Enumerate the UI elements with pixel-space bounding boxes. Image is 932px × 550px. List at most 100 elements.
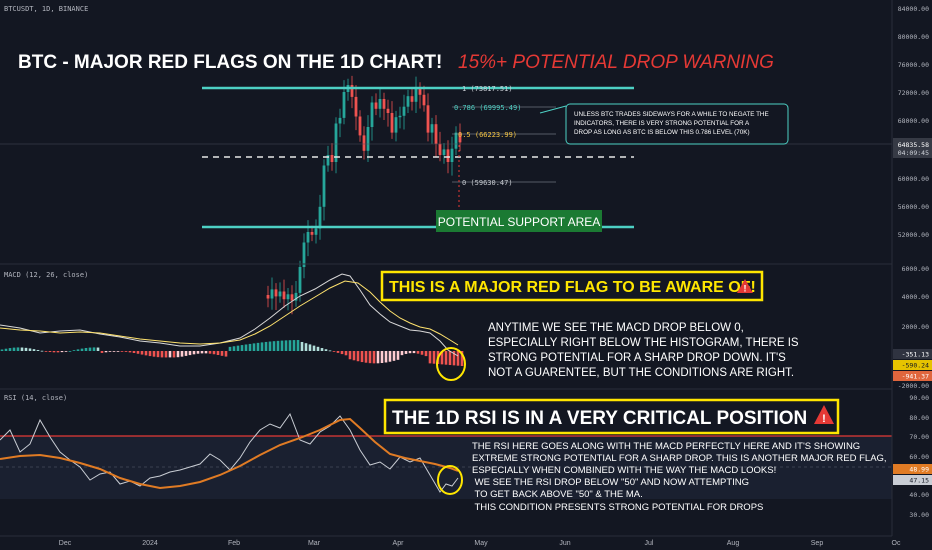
macd-histogram-bar xyxy=(420,351,424,355)
macd-histogram-bar xyxy=(36,349,40,351)
macd-histogram-bar xyxy=(128,351,132,353)
macd-histogram-bar xyxy=(376,351,380,364)
macd-histogram-bar xyxy=(340,351,344,355)
price-scale: 84000.00 80000.00 76000.00 72000.00 68000.00… xyxy=(891,0,932,550)
price-candle-body xyxy=(442,149,446,155)
time-axis-label: Apr xyxy=(393,540,405,547)
price-candle-body xyxy=(298,267,302,293)
current-price-value: 64835.58 xyxy=(898,141,929,149)
macd-histogram-bar xyxy=(136,351,140,354)
macd-histogram-bar xyxy=(332,351,336,352)
macd-histogram-bar xyxy=(256,342,260,351)
macd-banner-box xyxy=(380,270,764,302)
macd-histogram-bar xyxy=(112,351,116,352)
price-tick-label: 84000.00 xyxy=(898,5,929,13)
price-candle-body xyxy=(322,165,326,207)
macd-histogram-bar xyxy=(396,351,400,360)
symbol-label: BTCUSDT, 1D, BINANCE xyxy=(4,5,88,13)
candle-countdown: 04:09:45 xyxy=(898,149,929,157)
note-text-line: INDICATORS, THERE IS VERY STRONG POTENTI… xyxy=(574,120,750,127)
macd-histogram-bar xyxy=(392,351,396,361)
rsi-text-line-4: WE SEE THE RSI DROP BELOW "50" AND NOW A… xyxy=(472,477,749,488)
fib-label-05: 0.5 (66223.99) xyxy=(458,131,517,139)
macd-histogram-bar xyxy=(456,351,460,366)
price-tick-label: 60000.00 xyxy=(898,175,929,183)
macd-histogram-bar xyxy=(416,351,420,354)
price-candle-body xyxy=(454,132,458,149)
price-tick-label: 72000.00 xyxy=(898,89,929,97)
price-candle-body xyxy=(266,295,270,299)
macd-warning-icon xyxy=(737,279,753,293)
macd-histogram-bar xyxy=(48,351,52,353)
macd-histogram-bar xyxy=(248,343,252,351)
macd-tick-label: 2000.00 xyxy=(902,323,929,331)
price-candle-body xyxy=(414,88,418,102)
macd-histogram-bar xyxy=(228,346,232,351)
support-label: POTENTIAL SUPPORT AREA xyxy=(438,215,601,229)
price-candle-body xyxy=(446,149,450,162)
macd-histogram-bar xyxy=(360,351,364,363)
time-axis-label: Oc xyxy=(892,540,901,547)
price-candle-body xyxy=(354,96,358,117)
macd-histogram-bar xyxy=(16,347,20,351)
macd-histogram-bar xyxy=(124,351,128,352)
macd-histogram-bar xyxy=(180,351,184,357)
macd-histogram-bar xyxy=(88,347,92,351)
time-axis-label: Feb xyxy=(228,540,240,547)
price-candle-body xyxy=(362,135,366,151)
macd-histogram-bar xyxy=(156,351,160,358)
time-axis-label: Jul xyxy=(645,540,654,547)
rsi-highlight-circle xyxy=(437,465,463,495)
price-candle-body xyxy=(398,115,402,118)
macd-axis-ticks: 6000.00 4000.00 2000.00 xyxy=(902,265,929,331)
macd-histogram-bar xyxy=(72,350,76,351)
price-tick-label: 52000.00 xyxy=(898,231,929,239)
rsi-tick-label: 40.00 xyxy=(909,491,929,499)
macd-histogram-bar xyxy=(208,351,212,354)
macd-histogram-bar xyxy=(76,349,80,351)
price-candle-body xyxy=(402,106,406,116)
price-candle-body xyxy=(418,88,422,95)
price-candle-body xyxy=(282,291,286,300)
macd-histogram-bar xyxy=(84,347,88,351)
macd-histogram-bar xyxy=(176,351,180,358)
time-axis-label: 2024 xyxy=(142,540,158,547)
macd-text-line-1: ANYTIME WE SEE THE MACD DROP BELOW 0, xyxy=(488,322,744,334)
rsi-tick-label: 90.00 xyxy=(909,394,929,402)
macd-histogram-bar xyxy=(92,347,96,351)
macd-histogram-bar xyxy=(100,351,104,353)
macd-histogram-bar xyxy=(348,351,352,360)
fib-label-0: 0 (59630.47) xyxy=(462,179,513,187)
macd-histogram-bar xyxy=(168,351,172,358)
rsi-banner: THE 1D RSI IS IN A VERY CRITICAL POSITIO… xyxy=(392,408,807,429)
macd-histogram-bar xyxy=(196,351,200,354)
time-axis-label: Dec xyxy=(59,540,72,547)
macd-histogram-bar xyxy=(240,345,244,351)
rsi-warning-icon-mark: ! xyxy=(822,413,826,425)
price-candles xyxy=(266,75,462,315)
macd-histogram-bar xyxy=(44,351,48,352)
rsi-label: RSI (14, close) xyxy=(4,394,67,402)
macd-histogram-bar xyxy=(460,351,464,367)
price-candle-body xyxy=(410,96,414,102)
macd-histogram-bar xyxy=(28,348,32,351)
macd-histogram-bar xyxy=(8,348,12,351)
macd-histogram-bar xyxy=(212,351,216,355)
rsi-tick-label: 30.00 xyxy=(909,511,929,519)
macd-pane: MACD (12, 26, close) THIS IS A MAJOR RED… xyxy=(0,270,799,381)
macd-histogram-bar xyxy=(204,351,208,354)
macd-histogram-bar xyxy=(220,351,224,356)
fib-label-1: 1 (73817.51) xyxy=(462,85,513,93)
price-candle-body xyxy=(426,105,430,133)
macd-histogram-bar xyxy=(280,340,284,351)
rsi-tag-2: 47.15 xyxy=(909,477,929,485)
price-candle-body xyxy=(450,148,454,162)
macd-histogram-bar xyxy=(380,351,384,364)
macd-histogram-bar xyxy=(440,351,444,365)
price-candle-body xyxy=(330,155,334,162)
macd-histogram-bar xyxy=(328,350,332,352)
macd-tag-3-bg xyxy=(893,371,932,381)
rsi-tick-label: 80.00 xyxy=(909,414,929,422)
macd-histogram-bar xyxy=(372,351,376,364)
macd-histogram-bar xyxy=(448,351,452,366)
